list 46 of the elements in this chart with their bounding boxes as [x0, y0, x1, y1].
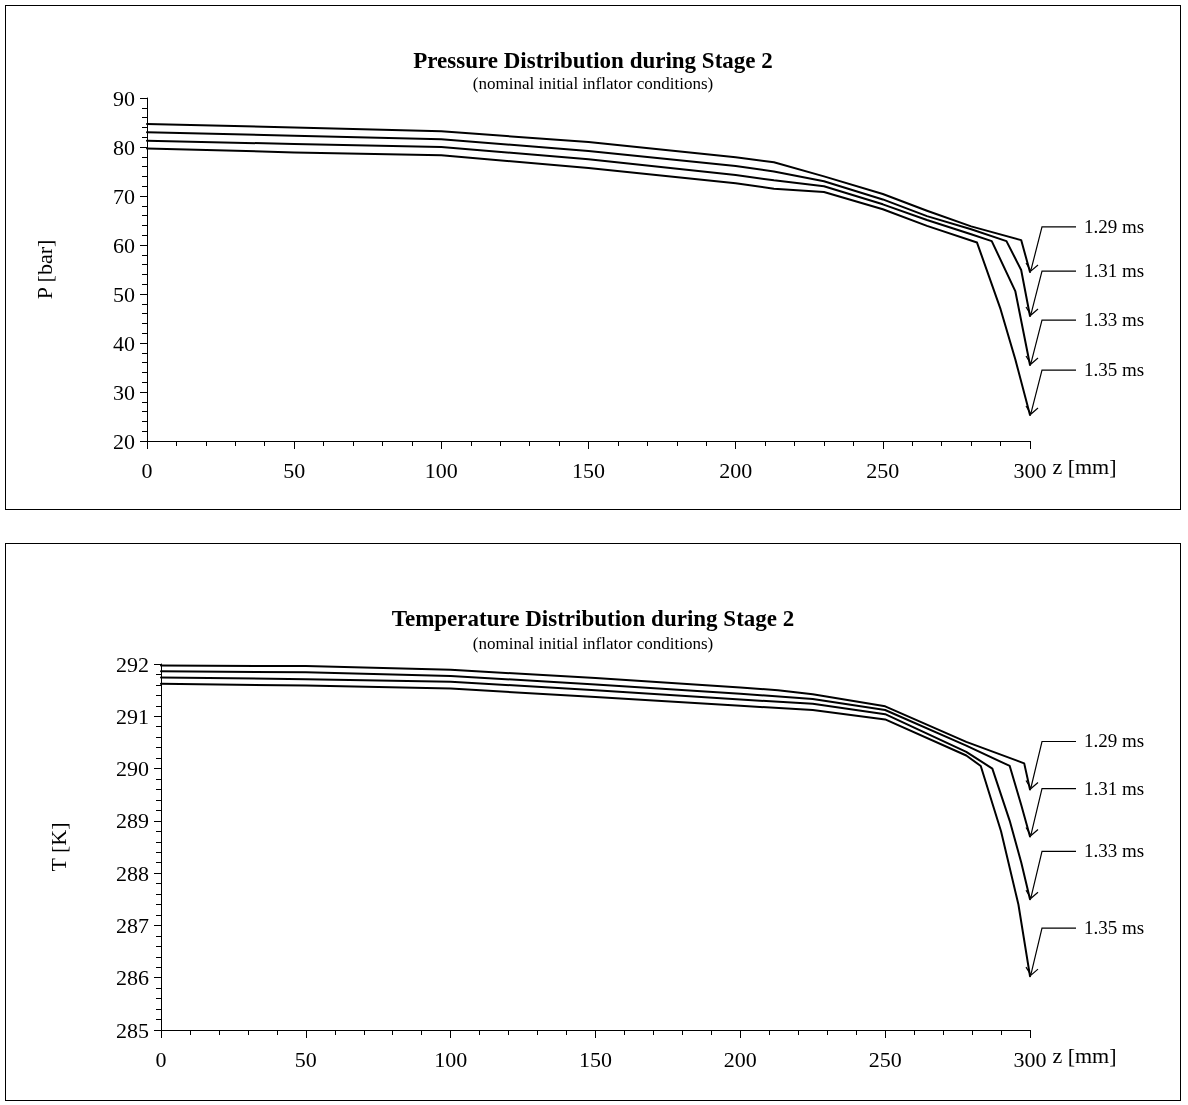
x-tick-label: 0	[155, 1046, 167, 1072]
y-tick-label: 60	[113, 232, 135, 258]
x-axis-title: z [mm]	[1052, 1042, 1117, 1068]
x-tick-label: 250	[866, 457, 900, 483]
y-tick-label: 289	[116, 808, 149, 834]
text: 1.29 ms	[1084, 730, 1145, 752]
x-tick-label: 100	[424, 457, 458, 483]
x-tick-label: 300	[1013, 457, 1047, 483]
x-tick-label: 200	[719, 457, 753, 483]
y-tick-label: 40	[113, 330, 135, 356]
y-tick-label: 30	[113, 379, 135, 405]
chart-title: Temperature Distribution during Stage 2	[391, 606, 795, 631]
x-tick-label: 150	[572, 457, 605, 483]
y-tick-label: 70	[113, 183, 135, 209]
y-tick-label: 90	[113, 85, 135, 111]
x-axis-title: z [mm]	[1052, 453, 1117, 479]
y-axis-title: P [bar]	[31, 239, 57, 300]
text: 1.35 ms	[1084, 917, 1145, 939]
text: 1.29 ms	[1084, 215, 1145, 237]
x-tick-label: 50	[294, 1046, 317, 1072]
y-tick-label: 288	[116, 860, 149, 886]
x-tick-label: 50	[283, 457, 306, 483]
y-axis-title: T [K]	[45, 822, 71, 872]
y-tick-label: 50	[113, 281, 135, 307]
x-tick-label: 150	[579, 1046, 612, 1072]
chart-title: Pressure Distribution during Stage 2	[413, 48, 773, 73]
text: 1.35 ms	[1084, 359, 1145, 381]
x-tick-label: 0	[141, 457, 153, 483]
text: 1.31 ms	[1084, 260, 1145, 282]
text: 1.31 ms	[1084, 777, 1145, 799]
y-tick-label: 20	[113, 428, 135, 454]
y-tick-label: 291	[116, 703, 149, 729]
x-tick-label: 300	[1013, 1046, 1047, 1072]
y-tick-label: 285	[116, 1017, 149, 1043]
x-tick-label: 200	[723, 1046, 757, 1072]
chart-subtitle: (nominal initial inflator conditions)	[472, 74, 714, 93]
y-tick-label: 287	[116, 912, 149, 938]
chart-subtitle: (nominal initial inflator conditions)	[472, 634, 714, 653]
text: 1.33 ms	[1084, 840, 1145, 862]
y-tick-label: 80	[113, 134, 135, 160]
x-tick-label: 100	[434, 1046, 468, 1072]
y-tick-label: 292	[116, 651, 149, 677]
x-tick-label: 250	[868, 1046, 902, 1072]
y-tick-label: 290	[116, 756, 149, 782]
y-tick-label: 286	[116, 965, 149, 991]
text: 1.33 ms	[1084, 309, 1145, 331]
